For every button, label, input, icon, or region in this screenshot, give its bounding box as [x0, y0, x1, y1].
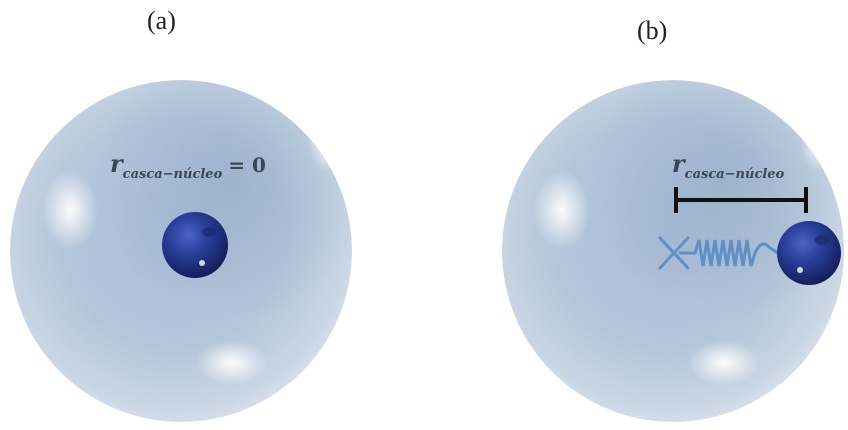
formula-b: rcasca−núcleo [672, 149, 784, 182]
spring [658, 236, 780, 270]
formula-b-subscript: casca−núcleo [684, 167, 785, 182]
formula-a-subscript: casca−núcleo [122, 167, 223, 182]
formula-a: rcasca−núcleo = 0 [110, 149, 266, 182]
core-sphere-a [162, 212, 228, 278]
formula-a-symbol: r [110, 149, 123, 178]
panel-label-a: (a) [147, 6, 176, 35]
formula-a-equals: = 0 [228, 153, 266, 177]
panel-label-b: (b) [637, 16, 668, 45]
core-sphere-b [777, 221, 841, 285]
formula-b-symbol: r [672, 149, 685, 178]
distance-bar [674, 187, 808, 213]
